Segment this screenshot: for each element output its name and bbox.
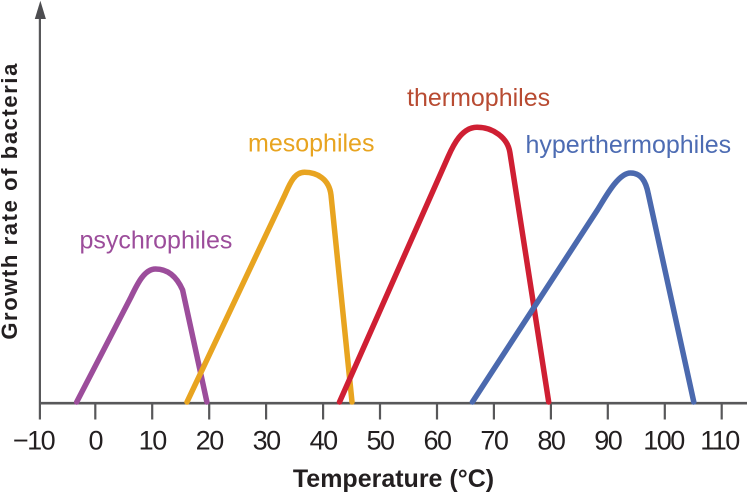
svg-text:Temperature (°C): Temperature (°C) <box>293 465 494 493</box>
svg-text:60: 60 <box>423 425 451 455</box>
svg-text:hyperthermophiles: hyperthermophiles <box>526 131 732 159</box>
svg-text:30: 30 <box>253 425 281 455</box>
svg-text:20: 20 <box>196 425 224 455</box>
svg-text:80: 80 <box>537 425 565 455</box>
svg-text:10: 10 <box>139 425 167 455</box>
svg-text:Growth rate of bacteria: Growth rate of bacteria <box>0 62 22 340</box>
svg-text:90: 90 <box>594 425 622 455</box>
svg-text:0: 0 <box>89 425 103 455</box>
svg-text:mesophiles: mesophiles <box>248 130 374 158</box>
svg-text:psychrophiles: psychrophiles <box>80 227 233 255</box>
svg-text:thermophiles: thermophiles <box>407 84 550 112</box>
svg-text:100: 100 <box>643 425 684 455</box>
svg-text:50: 50 <box>366 425 394 455</box>
svg-text:−10: −10 <box>13 425 55 455</box>
svg-text:110: 110 <box>700 425 739 455</box>
svg-text:70: 70 <box>480 425 508 455</box>
svg-text:40: 40 <box>310 425 338 455</box>
